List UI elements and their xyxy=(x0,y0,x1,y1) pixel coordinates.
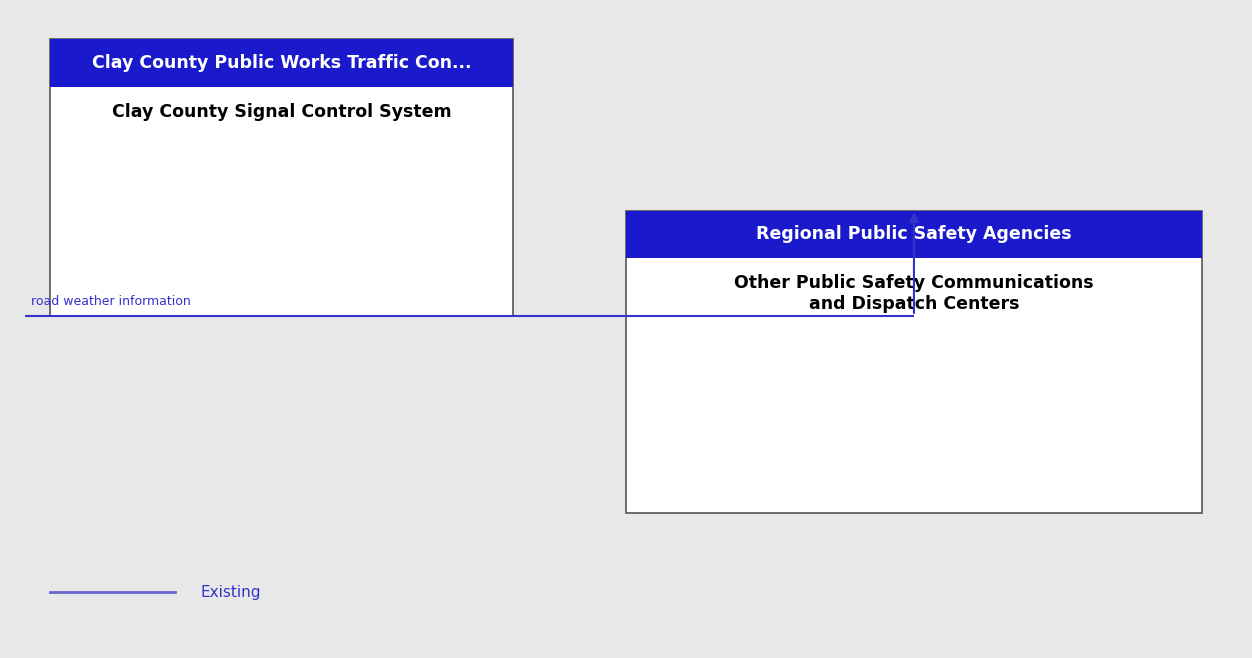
Text: Regional Public Safety Agencies: Regional Public Safety Agencies xyxy=(756,225,1072,243)
Text: Existing: Existing xyxy=(200,585,260,599)
Bar xyxy=(50,39,513,316)
Bar xyxy=(50,39,513,87)
Text: road weather information: road weather information xyxy=(31,295,192,308)
Text: Clay County Signal Control System: Clay County Signal Control System xyxy=(111,103,452,121)
Bar xyxy=(626,211,1202,258)
Text: Other Public Safety Communications
and Dispatch Centers: Other Public Safety Communications and D… xyxy=(734,274,1094,313)
Text: Clay County Public Works Traffic Con...: Clay County Public Works Traffic Con... xyxy=(91,54,472,72)
Bar xyxy=(626,211,1202,513)
